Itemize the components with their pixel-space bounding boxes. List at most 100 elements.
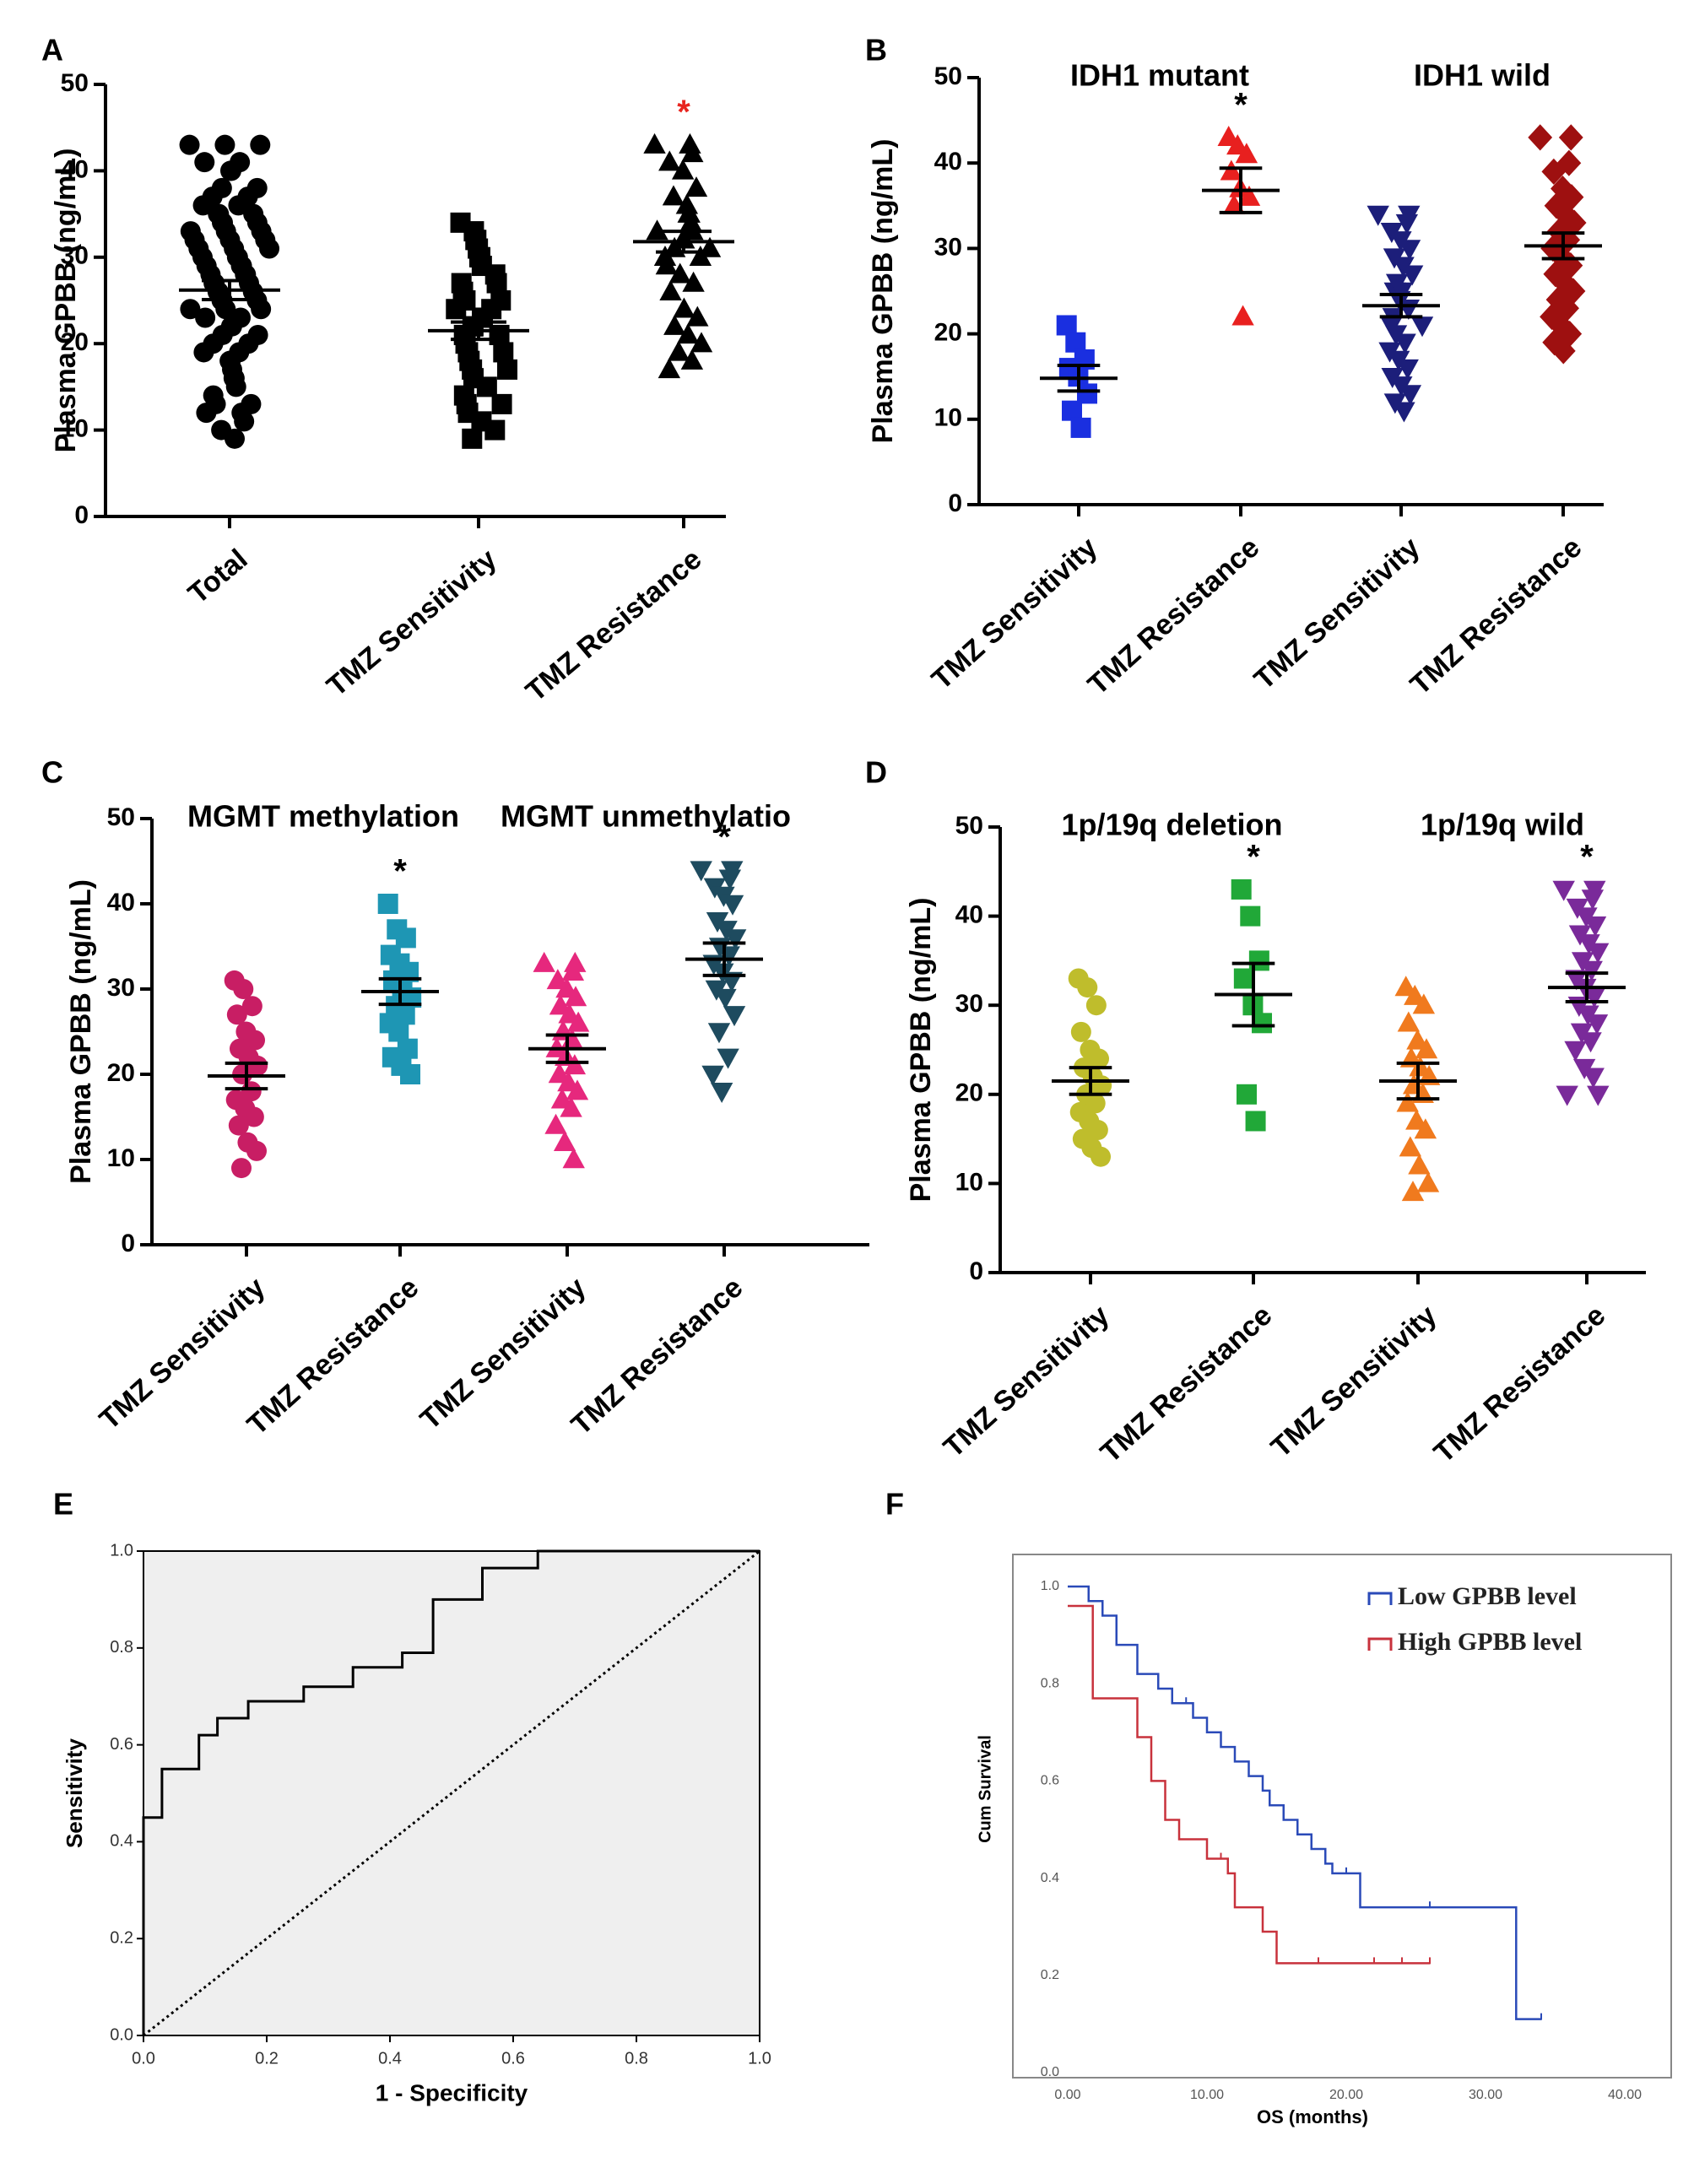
series-1 <box>208 970 285 1179</box>
y-tick-label: 30 <box>934 233 962 261</box>
data-point <box>214 134 235 155</box>
y-tick-label: 20 <box>61 328 89 356</box>
x-tick-label: 0.4 <box>378 2049 402 2068</box>
data-point <box>659 279 682 300</box>
group-title: MGMT methylation <box>187 799 459 834</box>
x-axis-label: OS (months) <box>1257 2106 1368 2127</box>
data-point <box>714 988 737 1009</box>
data-point <box>1401 1181 1425 1202</box>
series-3 <box>633 132 734 379</box>
y-tick-label: 30 <box>955 990 983 1018</box>
y-tick-label: 20 <box>934 319 962 347</box>
data-point <box>671 159 695 180</box>
y-tick-label: 10 <box>61 415 89 443</box>
data-point <box>1583 916 1607 937</box>
data-point <box>643 132 666 154</box>
y-tick-label: 0.6 <box>110 1735 133 1754</box>
data-point <box>1231 878 1252 900</box>
x-tick-label: TMZ Sensitivity <box>926 531 1104 695</box>
data-point <box>245 1030 266 1051</box>
x-tick-label: 1.0 <box>748 2049 771 2068</box>
data-point <box>1528 124 1553 151</box>
x-tick-label: TMZ Resistance <box>520 543 708 708</box>
y-tick-label: 0.4 <box>1041 1871 1059 1885</box>
data-point <box>1579 1032 1602 1053</box>
data-point <box>225 376 246 397</box>
data-point <box>395 927 416 949</box>
data-point <box>1077 977 1098 998</box>
plot-area <box>1012 1554 1672 2079</box>
data-point <box>681 142 704 163</box>
data-point <box>707 1023 731 1044</box>
y-tick-label: 40 <box>934 148 962 176</box>
data-point <box>1233 968 1254 989</box>
legend-label: Low GPBB level <box>1398 1582 1577 1610</box>
data-point <box>1399 385 1422 406</box>
data-point <box>686 305 709 327</box>
data-point <box>533 951 555 972</box>
y-tick-label: 0.2 <box>1041 1968 1059 1982</box>
data-point <box>723 1006 746 1027</box>
data-point <box>667 340 690 361</box>
x-tick-label: TMZ Sensitivity <box>94 1271 272 1435</box>
data-point <box>241 996 262 1017</box>
y-tick-label: 0.0 <box>110 2025 133 2044</box>
y-tick-label: 50 <box>61 69 89 97</box>
significance-star: * <box>677 94 690 131</box>
x-tick-label: TMZ Sensitivity <box>938 1299 1116 1463</box>
data-point <box>179 134 200 155</box>
group-title: IDH1 mutant <box>1070 58 1249 93</box>
x-tick-label: Total <box>182 543 254 610</box>
data-point <box>685 176 708 197</box>
data-point <box>1091 1146 1112 1167</box>
x-tick-label: TMZ Resistance <box>1095 1300 1279 1469</box>
data-point <box>663 314 686 335</box>
data-point <box>690 861 712 882</box>
data-point <box>1393 402 1415 423</box>
data-point <box>1245 1111 1266 1132</box>
x-tick-label: TMZ Sensitivity <box>321 543 503 702</box>
data-point <box>1583 987 1606 1008</box>
legend-label: High GPBB level <box>1398 1628 1582 1656</box>
data-point <box>193 342 214 363</box>
data-point <box>247 1055 268 1076</box>
data-point <box>489 324 510 345</box>
data-point <box>1077 383 1098 404</box>
data-point <box>1564 1041 1587 1062</box>
data-point <box>653 246 677 266</box>
data-point <box>1587 1085 1610 1106</box>
y-tick-label: 40 <box>955 901 983 929</box>
panel-letter: C <box>41 755 63 790</box>
group-title: 1p/19q deletion <box>1061 808 1282 842</box>
data-point <box>560 1096 582 1117</box>
series-1 <box>179 134 280 449</box>
significance-star: * <box>717 819 731 856</box>
data-point <box>388 1021 409 1042</box>
panel-letter: B <box>865 33 887 68</box>
data-point <box>563 1054 587 1075</box>
data-point <box>462 428 483 449</box>
data-point <box>486 273 507 294</box>
data-point <box>243 1106 264 1127</box>
x-tick-label: TMZ Resistance <box>566 1272 750 1441</box>
data-point <box>689 246 712 266</box>
data-point <box>180 299 201 320</box>
data-point <box>195 307 216 328</box>
y-tick-label: 50 <box>955 812 983 840</box>
series-2 <box>1202 126 1280 326</box>
series-3 <box>528 951 606 1169</box>
y-tick-label: 0.4 <box>110 1832 133 1851</box>
data-point <box>1396 359 1419 380</box>
series-2 <box>1215 878 1292 1132</box>
data-point <box>723 929 747 950</box>
y-axis-label: Plasma GPBB (ng/mL) <box>905 898 937 1203</box>
y-tick-label: 1.0 <box>1041 1579 1059 1593</box>
panel-letter: A <box>41 33 63 68</box>
data-point <box>1231 305 1254 326</box>
y-tick-label: 40 <box>107 889 135 916</box>
significance-star: * <box>393 853 407 890</box>
x-tick-label: 0.2 <box>255 2049 279 2068</box>
series-4 <box>685 861 763 1103</box>
x-tick-label: TMZ Sensitivity <box>1265 1299 1443 1463</box>
